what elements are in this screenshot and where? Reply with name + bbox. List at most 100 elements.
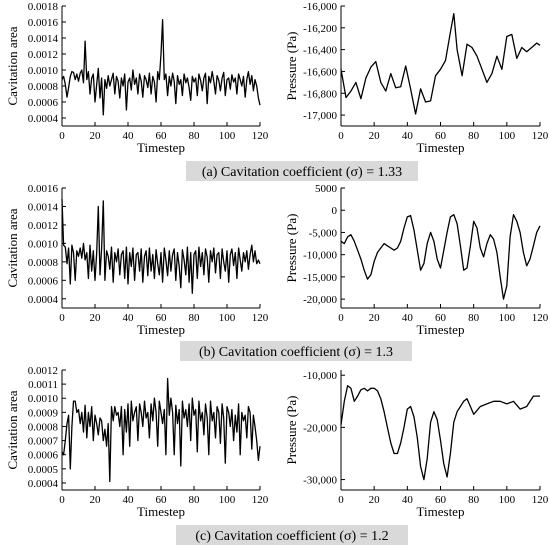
a-right-x-tick-label: 80 <box>468 130 480 142</box>
a-left-x-tick-label: 60 <box>156 130 168 142</box>
c-right-x-axis-label: Timestep <box>417 504 465 519</box>
a-left-x-axis-label: Timestep <box>137 140 185 155</box>
b-right-x-tick-label: 40 <box>402 312 414 324</box>
a-left-y-tick-label: 0.0010 <box>28 65 59 77</box>
a-right-y-axis-label: Pressure (Pa) <box>284 32 299 101</box>
b-right-series-line <box>340 214 541 300</box>
a-left-x-tick-label: 120 <box>252 130 269 142</box>
a-right-x-tick-label: 0 <box>338 130 344 142</box>
b-right-x-tick-label: 120 <box>532 312 549 324</box>
b-right-y-tick-label: -5,000 <box>309 227 338 239</box>
b-left-y-tick-label: 0.0010 <box>28 238 59 250</box>
panel-c-right: 0 20 40 60 80 100 120 -30,000 -20,000 -10,000 Time… <box>284 370 549 519</box>
c-left-y-tick-label: 0.0011 <box>28 379 58 391</box>
c-left-y-tick-label: 0.0007 <box>28 436 59 448</box>
c-left-y-tick-label: 0.0008 <box>28 421 59 433</box>
b-left-x-tick-label: 60 <box>156 312 168 324</box>
a-left-y-tick-label: 0.0008 <box>28 81 59 93</box>
caption-b-background <box>180 341 412 361</box>
a-right-x-tick-label: 100 <box>499 130 516 142</box>
b-left-x-tick-label: 0 <box>59 312 65 324</box>
c-right-x-tick-label: 120 <box>532 494 549 506</box>
b-left-y-tick-label: 0.0014 <box>28 201 59 213</box>
b-right-y-tick-label: -15,000 <box>303 272 337 284</box>
b-right-y-tick-label: 5000 <box>315 183 338 195</box>
panel-c-left: 0 20 40 60 80 100 120 0.0004 0.0005 0.0006 0.0007 0… <box>5 365 269 519</box>
c-left-y-tick-label: 0.0012 <box>28 365 58 377</box>
b-right-y-axis-label: Pressure (Pa) <box>284 214 299 283</box>
c-left-y-tick-label: 0.0004 <box>28 478 59 490</box>
b-left-x-axis-label: Timestep <box>137 322 185 337</box>
caption-b: (b) Cavitation coefficient (σ) = 1.3 <box>180 341 412 361</box>
a-left-x-tick-label: 0 <box>59 130 65 142</box>
caption-c: (c) Cavitation coefficient (σ) = 1.2 <box>176 525 408 545</box>
b-left-x-tick-label: 120 <box>252 312 269 324</box>
a-right-y-tick-label: -16,200 <box>303 23 337 35</box>
c-right-y-tick-label: -20,000 <box>303 422 337 434</box>
b-left-y-axis-label: Cavitation area <box>5 208 20 287</box>
a-left-y-tick-label: 0.0006 <box>28 97 59 109</box>
c-left-y-tick-label: 0.0005 <box>28 464 59 476</box>
a-right-x-tick-label: 60 <box>435 130 447 142</box>
a-right-x-tick-label: 120 <box>532 130 549 142</box>
c-left-x-tick-label: 40 <box>123 494 135 506</box>
a-left-y-tick-label: 0.0018 <box>28 1 59 13</box>
a-left-x-tick-label: 100 <box>219 130 236 142</box>
a-right-x-tick-label: 20 <box>369 130 381 142</box>
b-left-x-tick-label: 40 <box>123 312 135 324</box>
b-left-x-tick-label: 20 <box>90 312 102 324</box>
c-right-x-tick-label: 100 <box>499 494 516 506</box>
a-right-y-tick-label: -17,000 <box>303 110 337 122</box>
b-left-y-tick-label: 0.0006 <box>28 275 59 287</box>
c-right-x-tick-label: 40 <box>402 494 414 506</box>
b-right-x-tick-label: 80 <box>468 312 480 324</box>
a-left-x-tick-label: 20 <box>90 130 102 142</box>
c-left-x-axis-label: Timestep <box>137 504 185 519</box>
panel-b-left: 0 20 40 60 80 100 120 0.0004 0.0006 0.0008 0.0010 0… <box>5 183 269 337</box>
b-left-y-tick-label: 0.0008 <box>28 257 59 269</box>
b-left-y-tick-label: 0.0004 <box>28 294 59 306</box>
b-left-y-tick-label: 0.0012 <box>28 220 58 232</box>
c-right-y-tick-label: -30,000 <box>303 475 337 487</box>
b-right-x-tick-label: 100 <box>499 312 516 324</box>
panel-a-right: 0 20 40 60 80 100 120 -17,000 -16,800 -16,600 -16,… <box>284 1 549 155</box>
b-right-x-tick-label: 0 <box>338 312 344 324</box>
c-right-series-line <box>340 385 540 481</box>
b-left-x-tick-label: 100 <box>219 312 236 324</box>
b-right-y-tick-label: -10,000 <box>303 250 337 262</box>
c-left-y-tick-label: 0.0006 <box>28 450 59 462</box>
c-left-x-tick-label: 120 <box>252 494 269 506</box>
panel-a-left: 0 20 40 60 80 100 120 0.0004 0.0006 0.0008 0.0010 0… <box>5 1 269 155</box>
a-right-y-tick-label: -16,000 <box>303 1 337 13</box>
a-left-y-tick-label: 0.0004 <box>28 113 59 125</box>
c-right-x-tick-label: 80 <box>468 494 480 506</box>
caption-a-background <box>186 161 418 181</box>
b-left-y-tick-label: 0.0016 <box>28 183 59 195</box>
c-left-x-tick-label: 80 <box>189 494 201 506</box>
a-left-y-tick-label: 0.0012 <box>28 49 58 61</box>
c-right-y-axis-label: Pressure (Pa) <box>284 396 299 465</box>
a-left-y-tick-label: 0.0016 <box>28 17 59 29</box>
a-left-y-axis-label: Cavitation area <box>5 26 20 105</box>
c-left-series-line <box>61 377 261 483</box>
c-left-x-tick-label: 60 <box>156 494 168 506</box>
c-left-x-tick-label: 0 <box>59 494 65 506</box>
caption-a-text: (a) Cavitation coefficient (σ) = 1.33 <box>202 165 402 180</box>
a-right-y-tick-label: -16,400 <box>303 45 337 57</box>
b-left-x-tick-label: 80 <box>189 312 201 324</box>
c-left-x-tick-label: 100 <box>219 494 236 506</box>
b-right-x-axis-label: Timestep <box>417 322 465 337</box>
panel-b-right: 0 20 40 60 80 100 120 -20,000 -15,000 -10,000 -5,0… <box>284 183 549 337</box>
caption-c-background <box>176 525 408 545</box>
caption-c-text: (c) Cavitation coefficient (σ) = 1.2 <box>195 529 388 544</box>
c-left-y-tick-label: 0.0009 <box>28 407 59 419</box>
a-left-x-tick-label: 80 <box>189 130 201 142</box>
caption-a: (a) Cavitation coefficient (σ) = 1.33 <box>186 161 418 181</box>
b-right-y-tick-label: 0 <box>332 205 338 217</box>
a-left-y-tick-label: 0.0014 <box>28 33 59 45</box>
c-right-y-tick-label: -10,000 <box>303 370 337 382</box>
a-right-series-line <box>340 12 541 115</box>
b-right-x-tick-label: 20 <box>369 312 381 324</box>
c-left-y-axis-label: Cavitation area <box>5 390 20 469</box>
b-left-series-line <box>61 199 261 294</box>
